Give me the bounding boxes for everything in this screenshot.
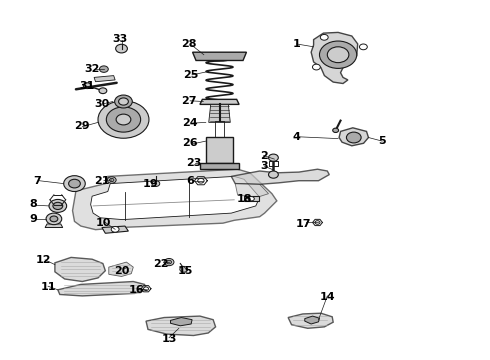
Circle shape [269,154,278,161]
Circle shape [98,101,149,138]
Circle shape [164,258,174,266]
Text: 5: 5 [378,136,386,146]
Polygon shape [231,169,329,184]
Text: 2: 2 [260,150,268,161]
Circle shape [46,213,62,225]
Text: 22: 22 [153,258,169,269]
Text: 4: 4 [293,132,300,142]
Circle shape [144,287,148,291]
Circle shape [327,47,349,63]
Polygon shape [109,262,133,276]
Text: 12: 12 [35,255,51,265]
Circle shape [333,128,339,132]
Circle shape [319,41,357,68]
Circle shape [119,98,128,105]
Polygon shape [102,226,128,233]
Text: 6: 6 [186,176,194,186]
Text: 21: 21 [94,176,110,186]
Polygon shape [305,316,319,324]
Polygon shape [94,76,115,82]
Circle shape [53,202,63,210]
Polygon shape [73,169,277,230]
Polygon shape [206,137,233,163]
Ellipse shape [205,54,234,59]
Text: 18: 18 [236,194,252,204]
Text: 32: 32 [84,64,100,74]
Circle shape [346,132,361,143]
Ellipse shape [210,58,229,61]
Polygon shape [171,318,192,326]
Circle shape [180,266,188,272]
Text: 27: 27 [181,96,196,106]
Text: 20: 20 [114,266,129,276]
Polygon shape [146,316,216,336]
Polygon shape [209,104,230,122]
Circle shape [50,216,58,222]
Text: 28: 28 [181,39,196,49]
Circle shape [107,177,116,183]
Text: 25: 25 [183,70,199,80]
Text: 9: 9 [29,214,37,224]
Text: 15: 15 [177,266,193,276]
Circle shape [152,181,160,186]
Circle shape [116,44,127,53]
Circle shape [167,260,172,264]
Circle shape [269,171,278,178]
Circle shape [109,179,114,182]
Polygon shape [58,282,146,296]
Circle shape [360,44,368,50]
Text: 19: 19 [143,179,159,189]
Polygon shape [235,184,269,197]
Polygon shape [244,196,259,201]
Text: 24: 24 [182,118,198,128]
Polygon shape [200,99,239,104]
Polygon shape [200,163,239,169]
Text: 1: 1 [293,39,300,49]
Text: 7: 7 [33,176,41,186]
Circle shape [99,66,108,72]
Circle shape [64,176,85,192]
Polygon shape [193,52,246,60]
Text: 8: 8 [29,199,37,210]
Polygon shape [45,224,63,228]
Text: 13: 13 [161,334,177,344]
Text: 33: 33 [112,34,128,44]
Polygon shape [339,128,368,146]
Circle shape [83,83,91,89]
Circle shape [69,179,80,188]
Circle shape [116,114,131,125]
Text: 14: 14 [319,292,335,302]
Text: 31: 31 [79,81,95,91]
Circle shape [111,226,119,232]
Text: 29: 29 [74,121,90,131]
Polygon shape [288,313,333,328]
Text: 16: 16 [128,285,144,295]
Circle shape [313,64,320,70]
Text: 11: 11 [40,282,56,292]
Text: 30: 30 [94,99,110,109]
Text: 26: 26 [182,138,198,148]
Circle shape [248,197,254,201]
Circle shape [106,107,141,132]
Circle shape [320,35,328,40]
Polygon shape [311,32,358,84]
Text: 3: 3 [261,161,269,171]
Circle shape [115,95,132,108]
Circle shape [99,88,107,94]
Text: 23: 23 [186,158,201,168]
Polygon shape [55,257,105,282]
Circle shape [197,179,204,183]
Text: 17: 17 [296,219,312,229]
Polygon shape [91,176,260,220]
Text: 10: 10 [95,218,111,228]
Circle shape [315,221,320,224]
Circle shape [49,199,67,212]
